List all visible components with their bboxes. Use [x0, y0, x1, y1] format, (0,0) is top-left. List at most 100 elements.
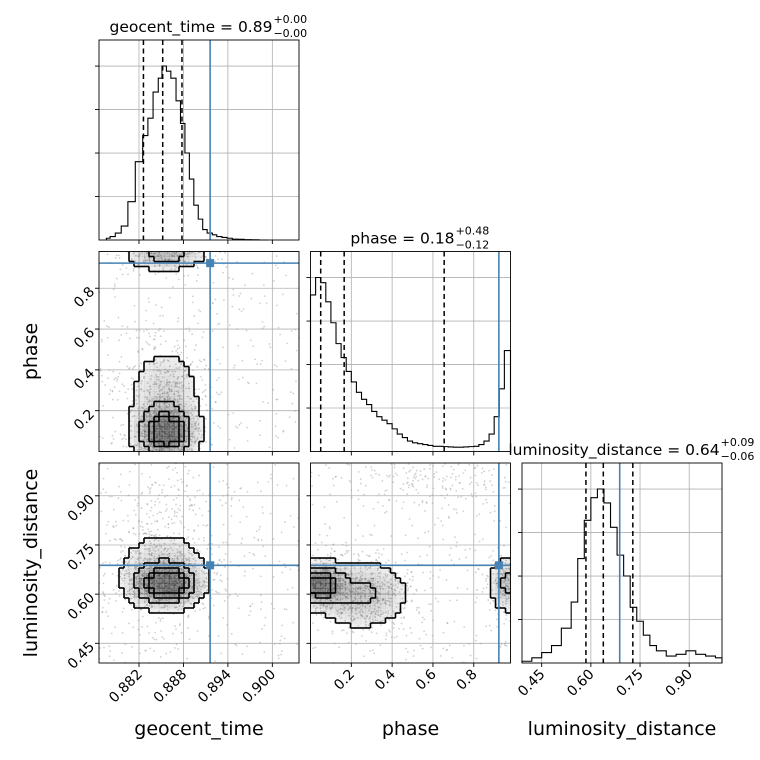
sample-point — [375, 552, 377, 554]
sample-point — [138, 412, 140, 415]
sample-point — [427, 530, 430, 533]
sample-point — [120, 490, 122, 493]
density-cell — [164, 251, 170, 257]
density-cell — [189, 261, 195, 267]
sample-point — [388, 629, 390, 632]
sample-point — [196, 630, 199, 632]
sample-point — [152, 399, 154, 402]
sample-point — [174, 363, 177, 366]
sample-point — [415, 469, 418, 472]
sample-point — [137, 410, 140, 412]
sample-point — [146, 567, 149, 570]
sample-point — [168, 423, 171, 426]
sample-point — [183, 260, 186, 263]
sample-point — [183, 377, 186, 380]
sample-point — [415, 609, 418, 611]
sample-point — [144, 424, 147, 427]
sample-point — [159, 393, 162, 396]
density-panel-geocent_time-luminosity_distance — [95, 462, 300, 667]
sample-point — [168, 258, 171, 261]
sample-point — [418, 637, 421, 640]
sample-point — [179, 417, 182, 420]
sample-point — [163, 581, 166, 584]
sample-point — [402, 467, 405, 470]
sample-point — [222, 541, 225, 544]
sample-point — [151, 438, 154, 441]
sample-point — [242, 308, 245, 311]
sample-point — [267, 402, 270, 405]
sample-point — [194, 405, 197, 408]
sample-point — [180, 432, 183, 435]
sample-point — [196, 579, 199, 582]
sample-point — [389, 474, 391, 477]
sample-point — [230, 632, 233, 635]
sample-point — [121, 652, 123, 654]
sample-point — [245, 329, 248, 332]
density-cell — [149, 603, 155, 609]
sample-point — [116, 559, 119, 562]
density-cell — [159, 256, 165, 262]
sample-point — [164, 443, 167, 446]
sample-point — [218, 376, 220, 379]
sample-point — [204, 606, 206, 609]
sample-point — [502, 611, 505, 614]
sample-point — [173, 424, 176, 427]
density-cell — [179, 376, 185, 382]
sample-point — [180, 424, 183, 427]
sample-point — [455, 508, 458, 511]
sample-point — [171, 594, 174, 597]
density-cell — [169, 578, 175, 584]
sample-point — [145, 414, 148, 417]
sample-point — [222, 523, 225, 526]
sample-point — [492, 600, 495, 602]
density-cell — [154, 251, 160, 257]
density-cell — [179, 361, 185, 367]
sample-point — [148, 553, 151, 556]
sample-point — [177, 278, 180, 281]
sample-point — [159, 397, 162, 400]
sample-point — [111, 434, 114, 437]
sample-point — [406, 584, 409, 587]
density-cell — [174, 361, 180, 367]
sample-point — [171, 255, 174, 257]
sample-point — [462, 472, 465, 474]
sample-point — [123, 574, 126, 577]
sample-point — [347, 627, 350, 629]
sample-point — [417, 537, 420, 540]
sample-point — [161, 447, 164, 450]
density-cell — [194, 446, 200, 452]
sample-point — [413, 649, 415, 652]
sample-point — [162, 590, 165, 593]
sample-point — [176, 398, 179, 401]
sample-point — [190, 362, 193, 365]
sample-point — [212, 281, 215, 284]
density-cell — [179, 421, 185, 427]
sample-point — [137, 385, 140, 388]
density-cell — [194, 426, 200, 432]
sample-point — [161, 586, 164, 589]
sample-point — [185, 441, 188, 444]
hist-panel-luminosity_distance — [518, 462, 723, 667]
sample-point — [149, 487, 152, 489]
sample-point — [144, 429, 147, 432]
sample-point — [373, 652, 375, 655]
density-cell — [179, 406, 185, 412]
sample-point — [184, 369, 187, 372]
sample-point — [165, 508, 168, 511]
sample-point — [170, 583, 173, 585]
density-cell — [159, 376, 165, 382]
sample-point — [151, 580, 154, 583]
sample-point — [165, 439, 168, 442]
sample-point — [180, 434, 183, 437]
sample-point — [290, 330, 293, 332]
sample-point — [156, 432, 159, 435]
sample-point — [150, 378, 152, 380]
sample-point — [130, 588, 133, 590]
sample-point — [449, 599, 451, 602]
sample-point — [473, 467, 476, 470]
sample-point — [296, 643, 298, 645]
sample-point — [262, 545, 265, 548]
sample-point — [107, 326, 110, 328]
sample-point — [117, 316, 120, 319]
density-cell — [184, 548, 190, 554]
